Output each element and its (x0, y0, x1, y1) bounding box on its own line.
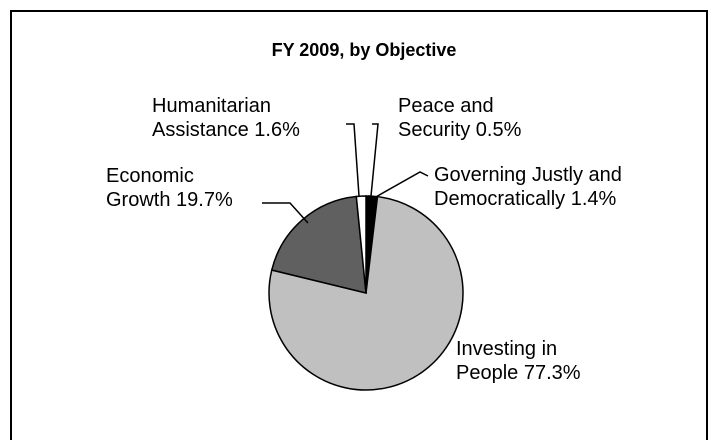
pie-slice-4 (355, 195, 367, 294)
slice-label-line: Peace and (398, 95, 494, 117)
slice-label-3: Economic Growth 19.7% (106, 165, 233, 211)
slice-labels: Peace and Security 0.5% Governing Justly a… (106, 95, 622, 384)
slice-label-line: Assistance 1.6% (152, 119, 300, 141)
chart-title: FY 2009, by Objective (272, 40, 457, 60)
slice-label-line: Humanitarian (152, 95, 271, 117)
slice-label-line: Democratically 1.4% (434, 188, 617, 210)
slice-label-line: People 77.3% (456, 362, 581, 384)
slice-label-line: Growth 19.7% (106, 189, 233, 211)
slice-label-line: Governing Justly and (434, 164, 622, 186)
leader-line-4 (346, 123, 360, 197)
slice-label-4: Humanitarian Assistance 1.6% (152, 95, 300, 141)
slice-label-line: Economic (106, 165, 194, 187)
leader-lines (262, 123, 429, 224)
slice-label-2: Investing in People 77.3% (456, 338, 581, 384)
slice-label-1: Governing Justly and Democratically 1.4% (434, 164, 622, 210)
slice-label-line: Security 0.5% (398, 119, 522, 141)
pie-slices (268, 195, 464, 391)
pie-slice-3 (270, 195, 367, 294)
leader-line-0 (370, 123, 379, 197)
leader-line-3 (262, 202, 309, 224)
leader-line-1 (373, 171, 429, 199)
slice-label-0: Peace and Security 0.5% (398, 95, 522, 141)
slice-label-line: Investing in (456, 338, 557, 360)
